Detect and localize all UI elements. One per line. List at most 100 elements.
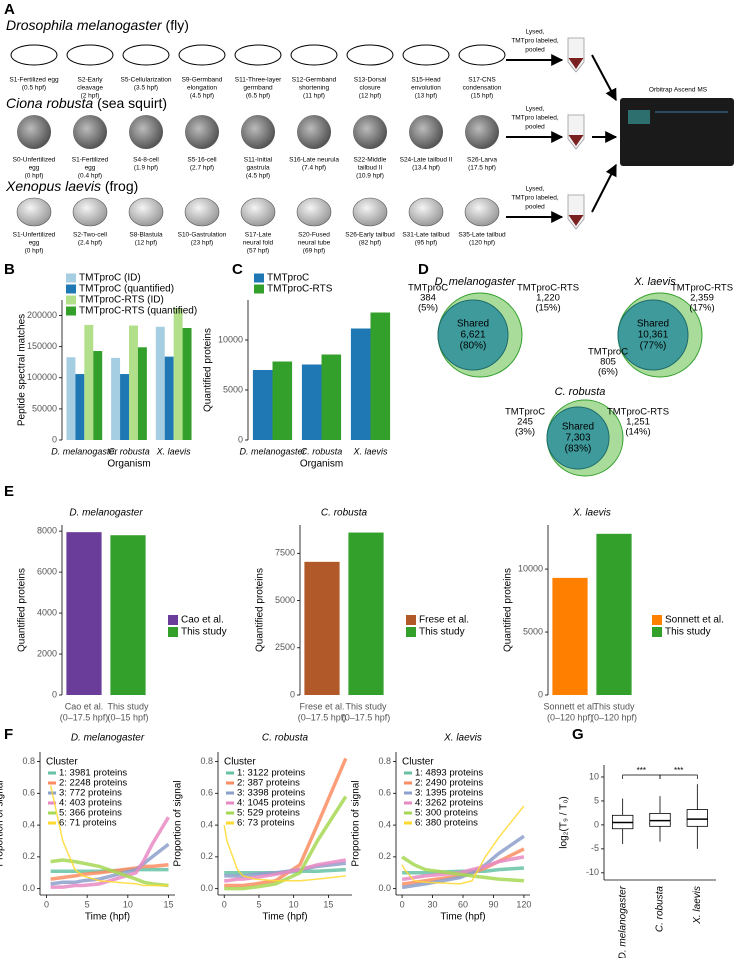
- venn-shared: 7,303: [565, 433, 590, 444]
- x-tick-label: C. robusta: [655, 886, 666, 933]
- embryo-icon: [122, 44, 170, 66]
- venn-shared: Shared: [637, 319, 669, 330]
- embryo-icon: [16, 197, 52, 227]
- significance-bracket: [622, 774, 661, 779]
- chart-title: X. laevis: [443, 733, 482, 744]
- chart-title: D. melanogaster: [71, 733, 145, 744]
- legend-swatch: [652, 615, 662, 625]
- y-tick-label: 10: [589, 771, 599, 781]
- x-tick-label: 5: [85, 899, 90, 909]
- stage-label: (10.9 hpf): [356, 173, 384, 180]
- bar: [75, 374, 85, 440]
- embryo-icon: [184, 197, 220, 227]
- x-tick-label: 0: [400, 899, 405, 909]
- venn-shared: 10,361: [638, 330, 669, 341]
- cluster-line: [224, 757, 348, 888]
- stage-label: S2-Early: [78, 77, 104, 84]
- process-label: pooled: [525, 47, 545, 54]
- embryo-icon: [72, 197, 108, 227]
- stage-label: (7.4 hpf): [302, 165, 326, 172]
- stage-label: germband: [243, 85, 273, 92]
- legend-label: 5: 366 proteins: [59, 808, 122, 819]
- stage-label: S35-Late tailbud: [458, 232, 506, 239]
- x-tick-label: This study: [593, 701, 635, 711]
- stage-label: S5-Cellularization: [121, 77, 172, 84]
- y-tick-label: 7500: [275, 548, 295, 558]
- tube-liquid: [568, 135, 584, 146]
- organism-title: Xenopus laevis (frog): [5, 178, 138, 194]
- legend-label: Frese et al.: [419, 615, 469, 626]
- y-tick-label: 0: [538, 689, 543, 699]
- bar: [348, 532, 384, 695]
- cluster-line: [401, 805, 525, 885]
- bar: [111, 357, 121, 440]
- y-tick-label: 0: [290, 689, 295, 699]
- stage-label: S9-Germband: [182, 77, 223, 84]
- embryo-icon: [458, 44, 506, 66]
- legend-swatch: [168, 627, 178, 637]
- process-label: Lysed,: [526, 106, 545, 113]
- stage-label: S31-Late tailbud: [402, 232, 450, 239]
- embryo-icon: [465, 115, 499, 149]
- organism-title: Drosophila melanogaster (fly): [6, 17, 189, 33]
- y-axis-label: log₂(T₉ / T₀): [559, 796, 570, 848]
- stage-label: S5-16-cell: [187, 157, 217, 164]
- legend-title: Cluster: [402, 757, 434, 768]
- cluster-line: [401, 855, 525, 883]
- panel-label: E: [4, 483, 14, 500]
- y-tick-label: 2000: [37, 648, 57, 658]
- stage-label: (2.7 hpf): [190, 165, 214, 172]
- y-tick-label: 0.6: [22, 788, 35, 798]
- stage-label: S8-Blastula: [129, 232, 163, 239]
- bar: [304, 561, 340, 695]
- embryo-icon: [241, 115, 275, 149]
- stage-label: S2-Two-cell: [73, 232, 108, 239]
- venn-inner: [546, 406, 610, 470]
- venn-right: (17%): [689, 303, 714, 314]
- tube-liquid: [568, 215, 584, 226]
- embryo-icon: [234, 44, 282, 66]
- y-tick-label: 6000: [37, 566, 57, 576]
- stage-label: S22-Middle: [354, 157, 387, 164]
- stage-label: (120 hpf): [469, 240, 495, 247]
- x-tick-label: C. robusta: [108, 446, 150, 456]
- y-axis-label: Peptide spectral matches: [17, 314, 28, 426]
- stage-label: S17-CNS: [468, 77, 496, 84]
- legend-swatch: [66, 284, 76, 294]
- venn-right: TMTproC-RTS: [671, 283, 733, 294]
- legend-label: 2: 387 proteins: [237, 778, 300, 789]
- cluster-line: [49, 785, 169, 887]
- bar: [155, 326, 165, 440]
- x-tick-label: X. laevis: [156, 446, 192, 456]
- panel-label: B: [4, 261, 15, 278]
- legend-label: 3: 1395 proteins: [415, 788, 483, 799]
- bar: [129, 325, 138, 440]
- venn-right: 1,220: [536, 293, 560, 304]
- bar: [173, 308, 183, 440]
- legend-label: 6: 73 proteins: [237, 818, 295, 829]
- legend-label: 5: 300 proteins: [415, 808, 478, 819]
- bar: [120, 374, 129, 440]
- organism-name: Ciona robusta: [6, 95, 93, 111]
- stage-label: S12-Germband: [292, 77, 337, 84]
- panel-label: F: [4, 726, 13, 743]
- y-tick-label: 2500: [275, 642, 295, 652]
- legend-label: TMTproC (ID): [79, 273, 141, 284]
- venn-right: 2,359: [690, 293, 714, 304]
- bar: [252, 370, 273, 440]
- tube: [567, 114, 585, 150]
- cluster-line: [50, 816, 170, 889]
- x-tick-label: 5: [256, 899, 261, 909]
- venn-inner: [437, 299, 509, 371]
- stage-label: closure: [360, 85, 381, 92]
- venn-title: D. melanogaster: [435, 276, 517, 288]
- stage-label: S24-Late tailbud II: [400, 157, 453, 164]
- legend-label: 4: 1045 proteins: [237, 798, 305, 809]
- x-tick-label: 10: [123, 899, 133, 909]
- y-tick-label: 5000: [223, 384, 243, 394]
- stage-label: S17-Late: [245, 232, 272, 239]
- y-tick-label: 4000: [37, 607, 57, 617]
- x-tick-label: This study: [345, 701, 387, 711]
- process-label: TMTpro labeled,: [511, 115, 559, 122]
- y-tick-label: 0.0: [200, 883, 213, 893]
